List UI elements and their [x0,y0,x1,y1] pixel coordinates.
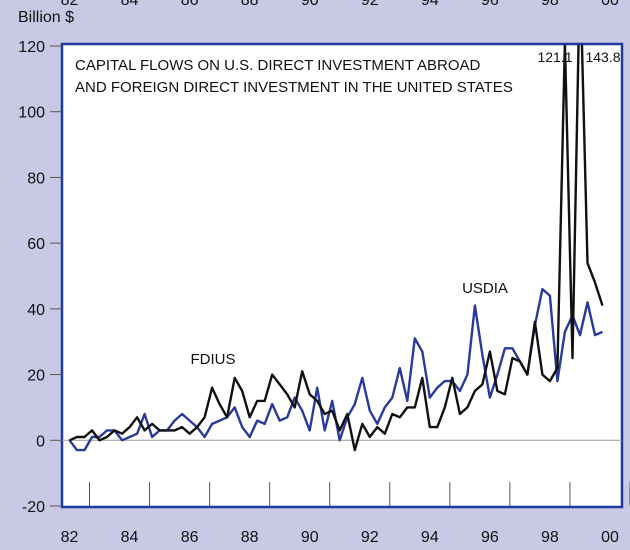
x-tick-label-top: 94 [421,0,439,9]
y-axis-label: Billion $ [18,9,74,26]
series-group [68,45,604,452]
x-tick-label-top: 92 [361,0,379,9]
y-tick-label: 80 [27,170,45,187]
y-tick-label: -20 [22,499,45,516]
y-tick-label: 40 [27,302,45,319]
plot-area [60,42,624,509]
x-tick-label: 82 [61,529,79,546]
x-tick-label: 86 [181,529,199,546]
chart-title: AND FOREIGN DIRECT INVESTMENT IN THE UNI… [75,79,513,96]
annotation: 121.1 [537,49,572,65]
x-tick-label-top: 82 [61,0,79,9]
y-tick-label: 0 [36,433,45,450]
x-tick-label: 84 [121,529,139,546]
x-tick-label: 90 [301,529,319,546]
annotation: 143.8 [585,49,620,65]
y-tick-label: 60 [27,236,45,253]
series-label: FDIUS [191,351,236,368]
x-tick-label-top: 96 [481,0,499,9]
x-tick-label: 00 [601,529,619,546]
x-tick-label: 92 [361,529,379,546]
x-tick-label-top: 86 [181,0,199,9]
x-tick-label-top: 98 [541,0,559,9]
x-tick-label: 94 [421,529,439,546]
series-label: USDIA [462,280,508,297]
series-line [69,45,604,452]
x-tick-label-top: 90 [301,0,319,9]
y-tick-label: 100 [18,105,45,122]
x-tick-label: 98 [541,529,559,546]
x-tick-label: 96 [481,529,499,546]
x-tick-label-top: 00 [601,0,619,9]
y-tick-label: 120 [18,39,45,56]
x-tick-label-top: 88 [241,0,259,9]
chart-title: CAPITAL FLOWS ON U.S. DIRECT INVESTMENT … [75,57,481,74]
x-tick-label-top: 84 [121,0,139,9]
y-tick-label: 20 [27,368,45,385]
x-tick-label: 88 [241,529,259,546]
